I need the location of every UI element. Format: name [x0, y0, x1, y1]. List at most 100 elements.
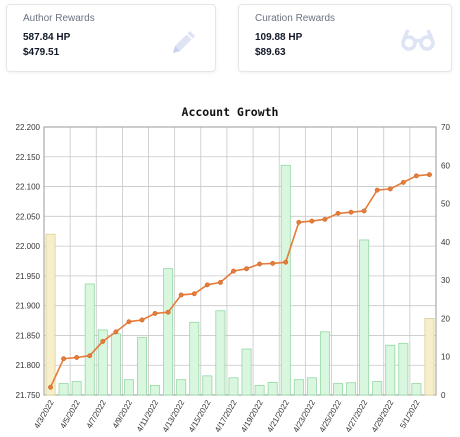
bar: [228, 377, 239, 396]
x-tick-label: 4/15/2022: [187, 398, 213, 434]
x-tick-label: 4/9/2022: [111, 398, 135, 430]
bar: [359, 239, 370, 396]
y-left-tick-label: 22.000: [16, 242, 41, 251]
line-point: [126, 319, 132, 325]
bar: [398, 342, 409, 396]
line-point: [204, 282, 210, 288]
bar: [84, 283, 95, 396]
line-point: [283, 259, 289, 265]
curation-rewards-usd: $89.63: [255, 47, 286, 58]
line-point: [413, 173, 419, 179]
x-tick-label: 4/21/2022: [265, 398, 291, 434]
x-tick-label: 4/5/2022: [58, 398, 82, 430]
x-tick-label: 4/11/2022: [135, 398, 161, 433]
y-left-tick-label: 21.900: [16, 302, 41, 311]
line-point: [100, 338, 106, 344]
bar: [189, 321, 200, 396]
growth-line: [49, 173, 430, 388]
line-point: [152, 310, 158, 316]
y-left-tick-label: 21.950: [16, 272, 41, 281]
x-tick-label: 4/13/2022: [161, 398, 187, 434]
x-tick-label: 4/27/2022: [344, 398, 370, 434]
author-rewards-card: Author Rewards 587.84 HP $479.51: [6, 4, 216, 72]
bar: [254, 385, 265, 396]
line-point: [191, 291, 197, 297]
line-point: [178, 292, 184, 298]
bar: [58, 383, 69, 396]
bar: [280, 164, 291, 396]
bar: [293, 379, 304, 396]
pencil-icon: [173, 31, 195, 53]
bar: [241, 348, 252, 396]
line-point: [231, 268, 236, 274]
y-right-tick-label: 50: [441, 200, 450, 209]
x-tick-label: 4/19/2022: [239, 398, 265, 434]
bar: [319, 331, 330, 396]
bar: [71, 381, 82, 396]
bar: [306, 377, 317, 396]
line-point: [244, 266, 249, 272]
bar: [176, 379, 187, 396]
bar: [202, 375, 213, 396]
bar: [333, 383, 343, 396]
curation-rewards-title: Curation Rewards: [255, 13, 336, 24]
line-point: [48, 384, 53, 390]
line-point: [165, 309, 171, 315]
line-point: [361, 208, 367, 214]
line-point: [87, 353, 93, 359]
y-left-tick-label: 22.150: [16, 153, 41, 162]
bar: [110, 333, 121, 396]
line-point: [217, 279, 223, 285]
line-point: [296, 219, 302, 225]
line-point: [270, 260, 276, 266]
bar: [45, 233, 56, 396]
line-point: [309, 218, 315, 224]
bar: [372, 381, 383, 396]
bar: [385, 344, 396, 396]
curation-rewards-hp: 109.88 HP: [255, 32, 303, 43]
chart-title: Account Growth: [181, 105, 279, 119]
y-right-tick-label: 30: [441, 276, 450, 285]
bar: [411, 383, 422, 396]
line-point: [400, 179, 406, 185]
y-left-tick-label: 22.200: [16, 123, 41, 132]
bar: [163, 268, 174, 396]
line-point: [335, 210, 341, 216]
line-point: [374, 187, 380, 193]
y-left-tick-label: 21.850: [16, 331, 41, 340]
author-rewards-hp: 587.84 HP: [23, 32, 71, 43]
line-point: [387, 186, 393, 192]
y-right-tick-label: 60: [441, 161, 450, 170]
bar: [346, 382, 357, 396]
line-point: [257, 261, 263, 267]
curation-rewards-card: Curation Rewards 109.88 HP $89.63: [238, 4, 452, 72]
x-tick-label: 5/1/2022: [398, 398, 422, 430]
y-right-tick-label: 70: [441, 123, 450, 132]
bar: [123, 379, 134, 396]
y-left-tick-label: 21.750: [16, 391, 41, 400]
x-tick-label: 4/29/2022: [370, 398, 396, 434]
y-left-tick-label: 22.100: [16, 183, 41, 192]
bar: [97, 329, 108, 396]
line-point: [427, 172, 432, 178]
plot-border: [43, 126, 437, 396]
y-right-tick-label: 10: [441, 353, 450, 362]
line-point: [61, 356, 67, 362]
x-tick-label: 4/23/2022: [291, 398, 317, 434]
bar: [215, 310, 226, 396]
y-left-tick-label: 22.050: [16, 212, 41, 221]
line-point: [113, 329, 119, 335]
author-rewards-title: Author Rewards: [23, 13, 95, 24]
y-left-tick-label: 21.800: [16, 361, 41, 370]
x-tick-label: 4/3/2022: [32, 398, 56, 430]
bar: [424, 318, 435, 396]
x-tick-label: 4/25/2022: [318, 398, 344, 434]
x-tick-label: 4/17/2022: [213, 398, 239, 434]
bar: [137, 337, 147, 396]
x-tick-label: 4/7/2022: [85, 398, 109, 430]
glasses-icon: [401, 29, 435, 51]
bar: [267, 381, 278, 396]
bar: [150, 385, 161, 396]
y-right-tick-label: 20: [441, 314, 450, 323]
y-right-tick-label: 40: [441, 238, 450, 247]
